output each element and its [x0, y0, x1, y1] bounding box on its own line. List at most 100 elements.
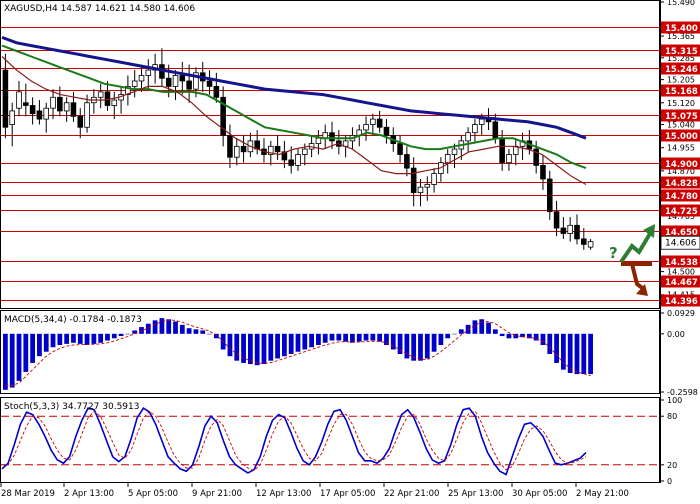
price-level-label: 15.315 — [665, 47, 698, 57]
price-tick-label: 15.365 — [667, 32, 695, 41]
price-level-label: 14.467 — [665, 278, 698, 288]
macd-bar — [179, 324, 185, 334]
price-level-label: 14.650 — [665, 228, 698, 238]
candle-body — [553, 211, 560, 229]
macd-bar — [98, 333, 104, 343]
price-level-label: 14.725 — [665, 207, 698, 217]
macd-tick-label: -0.2598 — [667, 388, 698, 397]
macd-bar — [247, 333, 253, 365]
macd-bar — [554, 333, 559, 363]
scenario-arrows: ? — [609, 224, 655, 296]
candle-body — [70, 102, 77, 117]
macd-bar — [111, 333, 117, 339]
macd-bar — [350, 333, 355, 343]
price-level-box — [661, 109, 700, 122]
candle-body — [274, 145, 281, 153]
macd-bar — [91, 333, 97, 344]
candle-body — [131, 80, 138, 87]
candle-body — [581, 238, 587, 245]
candle-body — [574, 224, 580, 240]
macd-bar — [16, 333, 22, 381]
macd-signal-polyline — [5, 319, 591, 386]
stoch-title: Stoch(5,3,3) 34.7727 30.5913 — [4, 402, 139, 412]
candle-body — [370, 118, 376, 125]
macd-bar — [356, 333, 362, 342]
price-tick-label: 14.870 — [667, 167, 695, 176]
candle-body — [397, 143, 403, 155]
time-tick-label: 22 Apr 21:00 — [384, 489, 439, 499]
price-tick-label: 14.955 — [667, 144, 695, 153]
candle-body — [145, 69, 152, 76]
macd-bar — [200, 330, 206, 334]
scenario-question-mark: ? — [609, 244, 618, 262]
time-tick-label: 12 Apr 13:00 — [256, 489, 311, 499]
macd-bar — [336, 333, 342, 341]
macd-bar — [377, 333, 383, 342]
price-tick-label: 15.120 — [667, 99, 695, 108]
stoch-d-line — [2, 410, 587, 472]
candle-body — [77, 115, 84, 128]
macd-bar — [261, 333, 267, 365]
candle-body — [57, 96, 63, 112]
stoch-level-lines — [1, 415, 660, 466]
macd-bar — [499, 333, 505, 337]
macd-bar — [581, 333, 587, 375]
macd-bar — [547, 333, 553, 354]
candle-body — [431, 173, 437, 185]
price-level-box — [661, 189, 700, 202]
macd-bar — [479, 319, 485, 334]
candle-body — [23, 102, 29, 106]
candle-body — [179, 75, 186, 82]
macd-bar — [125, 333, 131, 335]
time-tick-label: 5 Apr 05:00 — [128, 489, 178, 499]
macd-bar — [526, 333, 532, 339]
price-level-box — [661, 294, 700, 307]
price-level-box — [661, 129, 700, 142]
candle-body — [227, 135, 233, 158]
time-tick-label: 30 Apr 05:00 — [512, 489, 567, 499]
macd-bar — [30, 333, 36, 363]
time-tick-label: 17 Apr 05:00 — [320, 489, 375, 499]
stoch-axis-ticks: 100 80 20 0 — [660, 396, 682, 486]
candle-body — [410, 167, 417, 194]
candle-body — [63, 102, 70, 112]
stoch-k-line — [1, 406, 587, 476]
candle-body — [97, 91, 104, 98]
candle-body — [233, 145, 240, 158]
macd-bar — [234, 333, 240, 361]
macd-bar — [295, 333, 301, 352]
price-level-box — [661, 157, 700, 170]
ma-line — [1, 56, 587, 186]
current-price-marker: 14.606 — [660, 235, 700, 250]
candle-body — [472, 124, 478, 134]
candle-body — [84, 102, 90, 128]
macd-bar — [227, 333, 233, 357]
macd-bar — [322, 333, 328, 343]
macd-bar — [132, 330, 138, 334]
ma-line — [1, 35, 587, 140]
macd-bar — [64, 333, 70, 344]
macd-bar — [404, 333, 410, 359]
current-price-label: 14.606 — [665, 239, 697, 249]
macd-bar — [513, 333, 519, 339]
candle-body — [125, 86, 131, 95]
time-tick-label: 28 Mar 2019 — [1, 489, 55, 499]
price-panel-frame — [0, 0, 660, 309]
macd-bar — [302, 333, 308, 350]
macd-bar — [438, 333, 444, 346]
macd-bar — [282, 333, 287, 357]
macd-bar — [118, 333, 124, 337]
candle-body — [240, 145, 247, 153]
candle-body — [302, 148, 308, 155]
macd-bar — [288, 333, 294, 354]
price-level-box — [661, 21, 700, 34]
macd-bar — [384, 333, 389, 346]
candle-body — [36, 110, 43, 120]
price-level-box — [661, 44, 700, 57]
macd-bar — [560, 333, 566, 370]
candle-body — [172, 75, 179, 87]
candle-body — [587, 241, 594, 248]
macd-bar — [77, 333, 83, 344]
macd-panel-frame — [0, 310, 660, 394]
macd-bar — [445, 333, 451, 339]
